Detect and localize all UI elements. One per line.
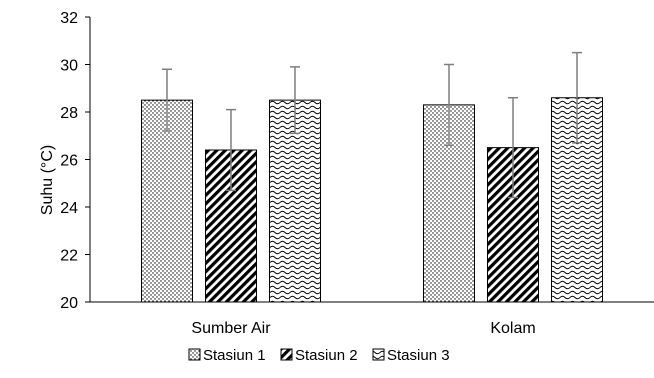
y-tick-label: 20	[60, 295, 78, 312]
y-tick-label: 24	[60, 200, 78, 217]
bar-groups	[141, 97, 603, 303]
error-bars	[162, 51, 582, 199]
y-tick-label: 22	[60, 248, 78, 265]
y-tick-label: 30	[60, 58, 78, 75]
legend-swatch	[188, 348, 201, 361]
x-axis-categories: Sumber Air Kolam	[191, 320, 535, 337]
legend: Stasiun 1 Stasiun 2 Stasiun 3	[188, 347, 450, 364]
legend-label: Stasiun 1	[203, 347, 266, 364]
legend-label: Stasiun 3	[387, 347, 450, 364]
legend-swatch	[280, 348, 293, 361]
y-axis-ticks: 20 22 24 26 28 30 32	[60, 10, 90, 312]
legend-swatch	[372, 348, 385, 361]
y-tick-label: 32	[60, 10, 78, 27]
y-axis-title: Suhu (°C)	[39, 145, 56, 215]
x-category-label: Sumber Air	[191, 320, 271, 337]
y-tick-label: 26	[60, 153, 78, 170]
x-category-label: Kolam	[490, 320, 535, 337]
y-tick-label: 28	[60, 105, 78, 122]
legend-label: Stasiun 2	[295, 347, 358, 364]
